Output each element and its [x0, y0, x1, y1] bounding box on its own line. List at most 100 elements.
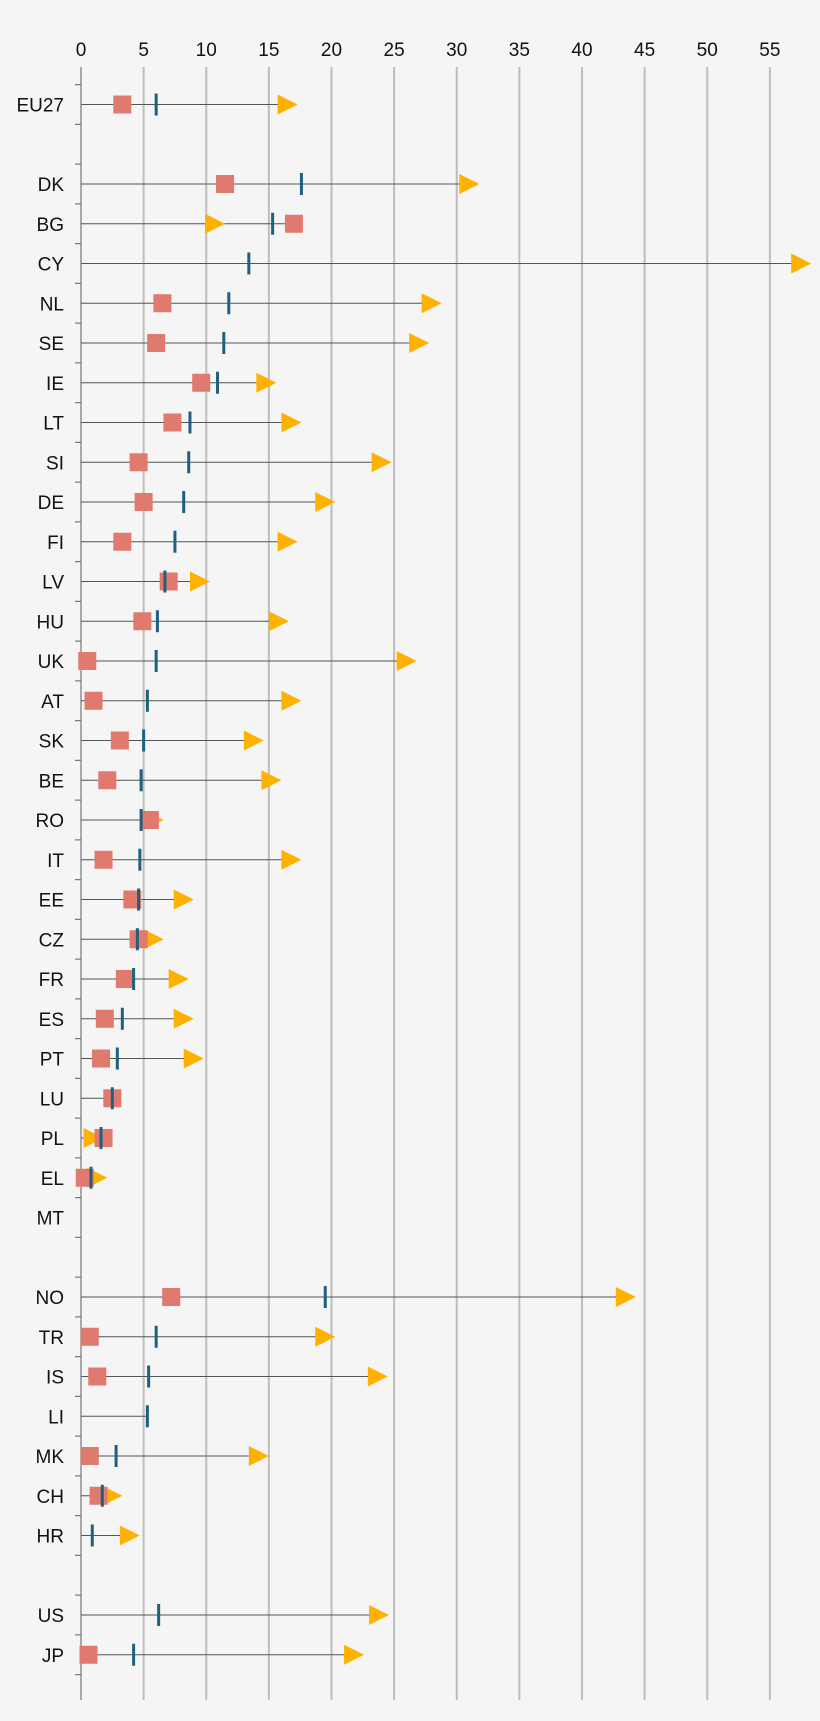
category-label: ES: [39, 1010, 64, 1031]
square-marker: [110, 731, 129, 750]
x-tick-label: 10: [196, 40, 217, 61]
grid-layer: [142, 67, 771, 1700]
triangle-marker: [367, 1366, 388, 1387]
category-label: LV: [42, 573, 64, 594]
category-label: NO: [36, 1288, 65, 1309]
square-marker: [94, 850, 113, 869]
triangle-marker: [791, 253, 812, 274]
data-row: BG: [37, 212, 303, 236]
bar-marker: [145, 689, 149, 712]
data-row: CH: [37, 1484, 123, 1508]
category-label: HU: [37, 612, 64, 633]
square-marker: [79, 1645, 98, 1664]
triangle-marker: [205, 213, 226, 234]
x-tick-label: 20: [321, 40, 342, 61]
x-tick-label: 55: [759, 40, 780, 61]
category-label: PL: [41, 1129, 64, 1150]
category-label: EE: [39, 891, 64, 912]
category-label: NL: [40, 294, 64, 315]
square-marker: [216, 175, 235, 193]
bar-marker: [137, 888, 141, 911]
square-marker: [115, 970, 134, 988]
bar-marker: [182, 491, 186, 513]
data-row: HU: [37, 610, 289, 633]
x-tick-label: 5: [138, 40, 149, 61]
bar-marker: [247, 252, 251, 275]
triangle-marker: [189, 571, 210, 592]
triangle-marker: [615, 1287, 636, 1307]
square-marker: [163, 413, 182, 432]
data-row: TR: [39, 1325, 336, 1349]
category-label: CY: [38, 255, 65, 276]
triangle-marker: [409, 333, 430, 353]
square-marker: [284, 214, 303, 233]
triangle-marker: [281, 849, 302, 870]
category-label: BE: [39, 771, 64, 792]
category-label: PT: [40, 1050, 65, 1071]
triangle-marker: [421, 293, 442, 314]
x-tick-label: 35: [509, 40, 530, 61]
bar-marker: [120, 1007, 124, 1030]
data-row: MK: [36, 1445, 269, 1468]
data-row: DE: [38, 491, 336, 514]
square-marker: [84, 691, 103, 710]
category-label: FR: [39, 970, 64, 991]
triangle-marker: [256, 372, 277, 393]
bar-marker: [99, 1127, 103, 1149]
triangle-marker: [248, 1446, 269, 1466]
bar-marker: [142, 729, 146, 752]
category-label: HR: [37, 1527, 64, 1548]
triangle-marker: [315, 1326, 336, 1347]
category-label: AT: [41, 692, 64, 713]
category-label: LU: [40, 1089, 64, 1110]
triangle-marker: [369, 1605, 390, 1625]
square-marker: [133, 612, 152, 631]
category-label: CZ: [39, 930, 65, 951]
data-row: EL: [41, 1166, 108, 1190]
data-row: CZ: [39, 928, 164, 951]
category-label: SK: [39, 732, 65, 753]
data-row: ES: [39, 1007, 194, 1031]
bar-marker: [154, 93, 158, 116]
x-tick-label: 0: [76, 40, 87, 61]
data-row: DK: [38, 173, 480, 196]
category-label: FI: [47, 533, 64, 554]
triangle-marker: [168, 969, 189, 989]
triangle-marker: [281, 412, 302, 433]
data-row: PL: [41, 1127, 113, 1150]
square-marker: [113, 532, 132, 551]
square-marker: [75, 1168, 94, 1187]
square-marker: [89, 1486, 108, 1505]
square-marker: [153, 294, 172, 313]
triangle-marker: [143, 929, 164, 950]
category-label: IS: [46, 1368, 64, 1389]
triangle-marker: [173, 889, 194, 910]
bar-marker: [154, 1325, 158, 1348]
bar-marker: [135, 928, 139, 951]
bar-marker: [147, 1365, 151, 1388]
square-marker: [80, 1447, 99, 1465]
triangle-marker: [277, 94, 298, 115]
category-label: LI: [48, 1407, 64, 1428]
bar-marker: [89, 1166, 93, 1189]
square-marker: [129, 453, 148, 472]
x-tick-label: 15: [258, 40, 279, 61]
bar-marker: [115, 1047, 119, 1070]
bar-marker: [90, 1524, 94, 1547]
x-tick-label: 25: [384, 40, 405, 61]
bar-marker: [216, 371, 220, 394]
data-row: LI: [48, 1405, 149, 1428]
triangle-marker: [281, 690, 302, 711]
data-row: JP: [42, 1643, 365, 1667]
triangle-marker: [277, 531, 298, 552]
y-axis: [75, 67, 82, 1700]
bar-marker: [132, 968, 136, 990]
bar-marker: [323, 1286, 327, 1308]
square-marker: [123, 890, 142, 909]
square-marker: [98, 771, 117, 790]
square-marker: [92, 1049, 111, 1068]
data-row: MT: [37, 1209, 65, 1230]
data-row: US: [38, 1604, 390, 1627]
triangle-marker: [268, 611, 289, 632]
